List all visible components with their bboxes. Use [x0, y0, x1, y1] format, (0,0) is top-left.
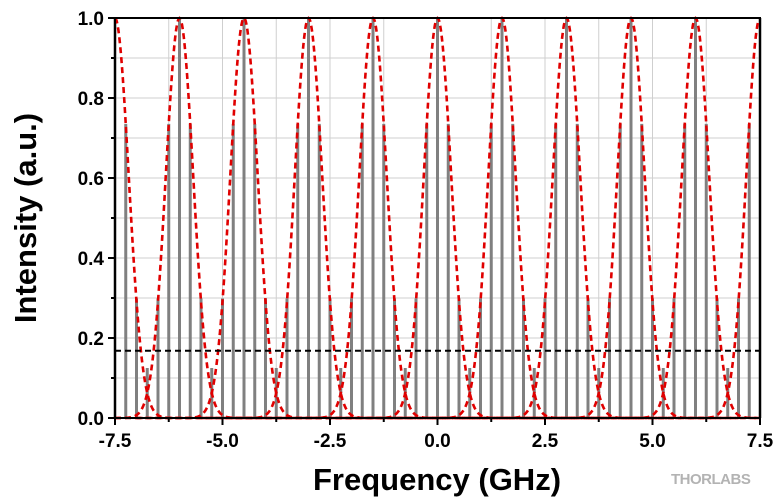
x-tick-label: 0.0	[424, 431, 450, 452]
x-tick-label: -7.5	[99, 431, 132, 452]
y-tick-label: 0.8	[78, 89, 104, 110]
x-tick-label: 2.5	[532, 431, 559, 452]
thorlabs-logo: THORLABS	[671, 471, 751, 488]
axis-ticks	[108, 17, 761, 425]
y-tick-label: 0.0	[78, 409, 104, 430]
y-tick-label: 1.0	[78, 9, 104, 30]
x-tick-label: 5.0	[639, 431, 665, 452]
x-tick-label: -2.5	[314, 431, 347, 452]
x-axis-title: Frequency (GHz)	[313, 462, 561, 497]
y-tick-labels: 0.0 0.2 0.4 0.6 0.8 1.0	[78, 9, 105, 430]
x-tick-label: 7.5	[747, 431, 774, 452]
y-tick-label: 0.2	[78, 329, 104, 350]
y-tick-label: 0.4	[78, 249, 105, 270]
x-tick-labels: -7.5 -5.0 -2.5 0.0 2.5 5.0 7.5	[99, 431, 774, 452]
y-axis-title: Intensity (a.u.)	[8, 113, 43, 323]
y-tick-label: 0.6	[78, 169, 104, 190]
x-tick-label: -5.0	[206, 431, 239, 452]
